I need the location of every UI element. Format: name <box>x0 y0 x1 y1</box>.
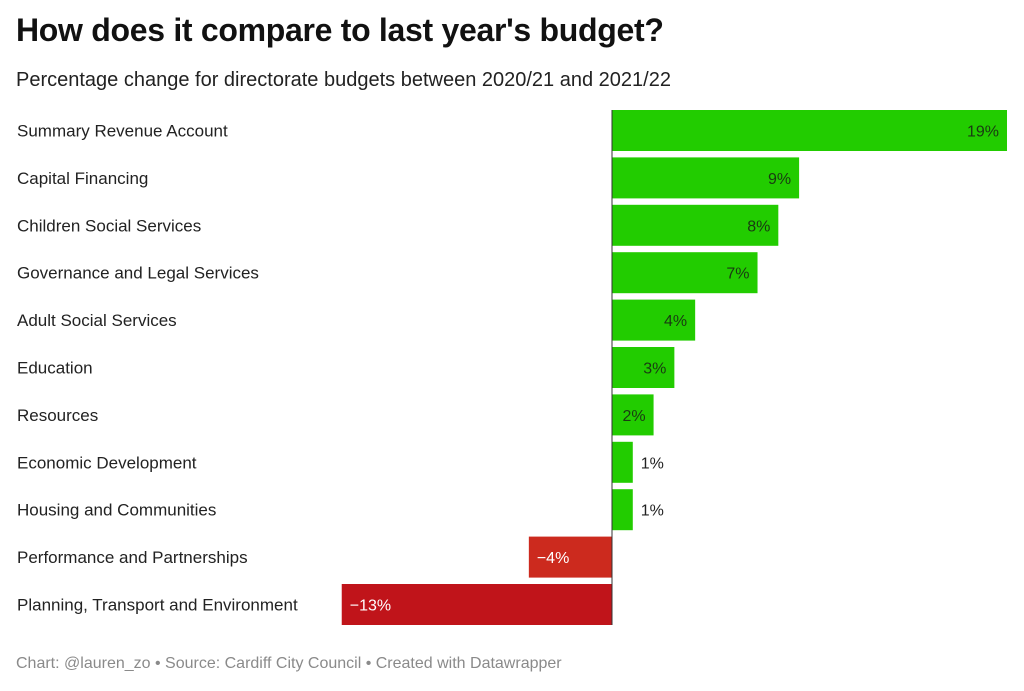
value-label: 9% <box>768 171 791 188</box>
value-label: 8% <box>747 218 770 235</box>
category-label: Performance and Partnerships <box>17 548 248 567</box>
bar <box>612 394 654 436</box>
category-label: Children Social Services <box>17 216 201 235</box>
bar <box>612 157 800 199</box>
bar <box>612 299 696 341</box>
value-label: 4% <box>664 313 687 330</box>
value-label: 1% <box>641 503 664 520</box>
value-label: −13% <box>350 598 391 615</box>
value-label: −4% <box>537 550 569 567</box>
category-label: Summary Revenue Account <box>17 122 228 141</box>
bars <box>341 110 1007 625</box>
category-label: Education <box>17 359 93 378</box>
category-label: Adult Social Services <box>17 311 177 330</box>
value-label: 3% <box>643 361 666 378</box>
value-label: 1% <box>641 455 664 472</box>
chart-subtitle: Percentage change for directorate budget… <box>16 69 671 91</box>
bar-chart: Summary Revenue Account Capital Financing… <box>17 110 1007 625</box>
bar <box>612 204 779 246</box>
chart-credit: Chart: @lauren_zo • Source: Cardiff City… <box>16 655 562 672</box>
category-label: Planning, Transport and Environment <box>17 596 298 615</box>
bar <box>612 489 633 531</box>
bar <box>612 441 633 483</box>
value-label: 19% <box>967 124 999 141</box>
value-labels: 19% 9% 8% 7% 4% 3% 2% 1% 1% −4% −13% <box>350 124 999 615</box>
bar <box>612 252 758 294</box>
chart-title: How does it compare to last year's budge… <box>16 12 664 48</box>
value-label: 7% <box>726 266 749 283</box>
bar <box>528 536 612 578</box>
category-label: Capital Financing <box>17 169 148 188</box>
category-label: Governance and Legal Services <box>17 264 259 283</box>
value-label: 2% <box>622 408 645 425</box>
category-label: Economic Development <box>17 453 197 472</box>
category-label: Housing and Communities <box>17 501 216 520</box>
bar <box>612 347 675 388</box>
category-labels: Summary Revenue Account Capital Financing… <box>17 122 298 615</box>
bar <box>341 584 612 625</box>
category-label: Resources <box>17 406 98 425</box>
bar <box>612 110 1007 151</box>
